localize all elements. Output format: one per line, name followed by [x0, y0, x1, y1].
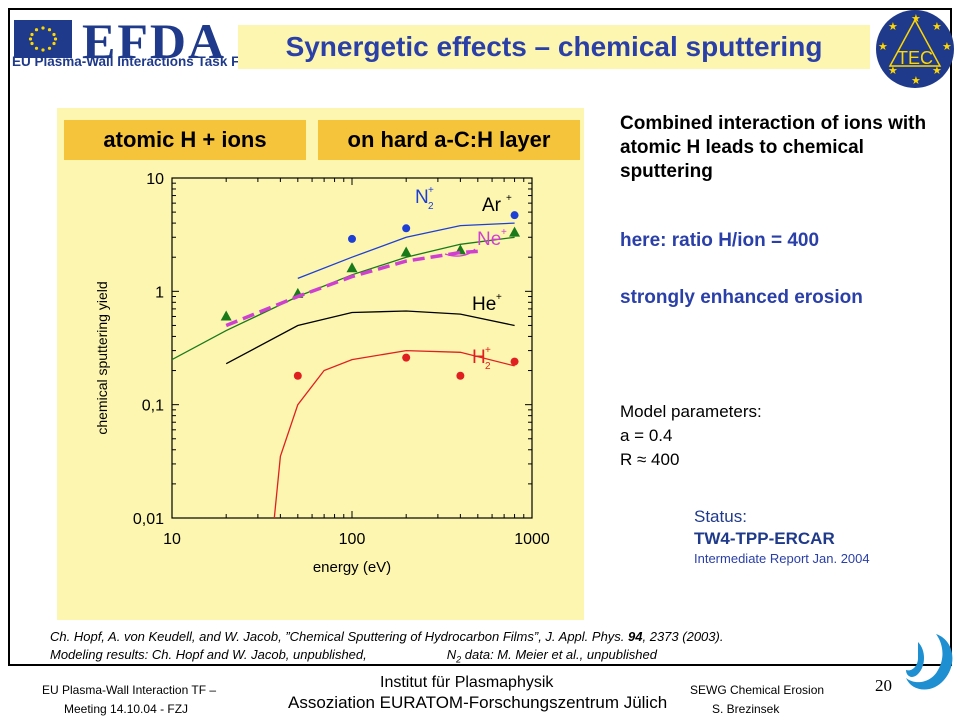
legend-label-ar: Ar [482, 195, 502, 216]
y-tick-label: 1 [155, 284, 164, 301]
org-subtitle: EU Plasma-Wall Interactions Task Force [12, 54, 268, 69]
status-block: Status: TW4-TPP-ERCAR Intermediate Repor… [694, 506, 944, 568]
effect-text: strongly enhanced erosion [620, 287, 863, 308]
status-code: TW4-TPP-ERCAR [694, 529, 835, 548]
legend-charge-superscript: + [506, 193, 512, 204]
legend-label-h: H [472, 347, 486, 368]
status-report: Intermediate Report Jan. 2004 [694, 551, 870, 566]
reference-volume: 94 [628, 629, 643, 644]
legend-charge-superscript: + [501, 227, 507, 238]
slide-frame-right [950, 10, 952, 665]
eu-flag-icon [14, 20, 72, 58]
model-line-h2 [273, 349, 515, 518]
svg-text:★: ★ [911, 75, 921, 87]
plot-tag-material: on hard a-C:H layer [318, 120, 580, 160]
org-name: EFDA [82, 13, 227, 69]
plot-panel [57, 108, 584, 620]
footer-event-line1: EU Plasma-Wall Interaction TF – [42, 683, 217, 697]
svg-text:★: ★ [878, 41, 888, 53]
data-point-n2 [348, 234, 356, 243]
y-tick-label: 0,1 [142, 398, 164, 415]
reference-suffix: , 2373 (2003). [642, 629, 724, 644]
intro-text: Combined interaction of ions with atomic… [620, 113, 927, 182]
legend-subscript: 2 [428, 201, 434, 212]
footer-group: SEWG Chemical Erosion [690, 683, 825, 697]
data-point-h2 [293, 371, 302, 380]
reference-n-data: data: M. Meier et al., unpublished [461, 647, 657, 662]
slide-title: Synergetic effects – chemical sputtering [285, 31, 823, 62]
status-label: Status: [694, 507, 747, 526]
legend-label-ne: Ne [477, 229, 501, 250]
data-point-h2 [402, 353, 411, 362]
tec-badge-text: TEC [897, 48, 933, 68]
model-param-a: a = 0.4 [620, 426, 673, 445]
plot-tag-conditions: atomic H + ions [64, 120, 306, 160]
model-line-n2 [297, 222, 515, 280]
svg-text:★: ★ [888, 21, 898, 33]
title-banner: Synergetic effects – chemical sputtering [238, 25, 870, 69]
model-line-he [225, 310, 515, 365]
slide-frame-top [8, 8, 952, 10]
footer-institute: Institut für Plasmaphysik [380, 674, 554, 691]
reference-modeling: Modeling results: Ch. Hopf and W. Jacob,… [50, 647, 367, 662]
svg-text:★: ★ [911, 13, 921, 25]
tec-logo-icon: ★★★ ★★★ ★★ TEC [876, 10, 954, 88]
model-param-r: R ≈ 400 [620, 450, 680, 469]
svg-text:★: ★ [942, 41, 952, 53]
y-tick-label: 10 [146, 171, 164, 188]
legend-charge-superscript: + [496, 292, 502, 303]
reference-line-1: Ch. Hopf, A. von Keudell, and W. Jacob, … [50, 628, 930, 646]
footer-association: Assoziation EURATOM-Forschungszentrum Jü… [288, 693, 668, 712]
x-tick-label: 1000 [514, 531, 550, 548]
slide-frame-bottom [8, 664, 952, 666]
reference-prefix: Ch. Hopf, A. von Keudell, and W. Jacob, … [50, 629, 629, 644]
page-number: 20 [875, 676, 892, 695]
reference-line-2: Modeling results: Ch. Hopf and W. Jacob,… [50, 646, 930, 669]
legend-charge-superscript: + [485, 345, 491, 356]
x-tick-label: 100 [339, 531, 366, 548]
x-axis-label: energy (eV) [313, 559, 391, 576]
reference-n-subscript: 2 [456, 654, 462, 665]
data-point-n2 [402, 224, 411, 233]
reference-n-prefix: N [446, 647, 457, 662]
slide-frame-left [8, 10, 10, 665]
reference-citation: Ch. Hopf, A. von Keudell, and W. Jacob, … [50, 628, 930, 669]
model-parameters: Model parameters: a = 0.4 R ≈ 400 [620, 400, 880, 472]
data-point-h2 [510, 357, 519, 366]
data-point-ar [509, 226, 521, 237]
data-point-ar [346, 262, 358, 273]
data-point-ar [220, 310, 232, 321]
y-tick-label: 0,01 [133, 511, 164, 528]
ne-pointer-arrow [444, 248, 476, 257]
model-heading: Model parameters: [620, 402, 762, 421]
data-point-n2 [510, 211, 519, 220]
legend-charge-superscript: + [428, 185, 434, 196]
x-tick-label: 10 [163, 531, 181, 548]
model-line-ne [225, 249, 478, 328]
svg-text:★: ★ [932, 21, 942, 33]
ipp-logo-icon [906, 634, 953, 690]
svg-text:★: ★ [888, 65, 898, 77]
legend-label-n: N [415, 187, 429, 208]
legend-label-he: He [472, 294, 496, 315]
ratio-text: here: ratio H/ion = 400 [620, 230, 820, 251]
y-axis-label: chemical sputtering yield [94, 281, 110, 434]
data-point-h2 [456, 371, 465, 380]
data-point-ar [400, 246, 412, 257]
footer-event-line2: Meeting 14.10.04 - FZJ [64, 702, 189, 716]
sputtering-yield-chart: 0,01 0,1 1 10 10 100 1000 energy (eV) chemical s… [94, 171, 550, 576]
legend-subscript: 2 [485, 361, 491, 372]
svg-text:★: ★ [932, 65, 942, 77]
footer-author: S. Brezinsek [712, 702, 780, 716]
